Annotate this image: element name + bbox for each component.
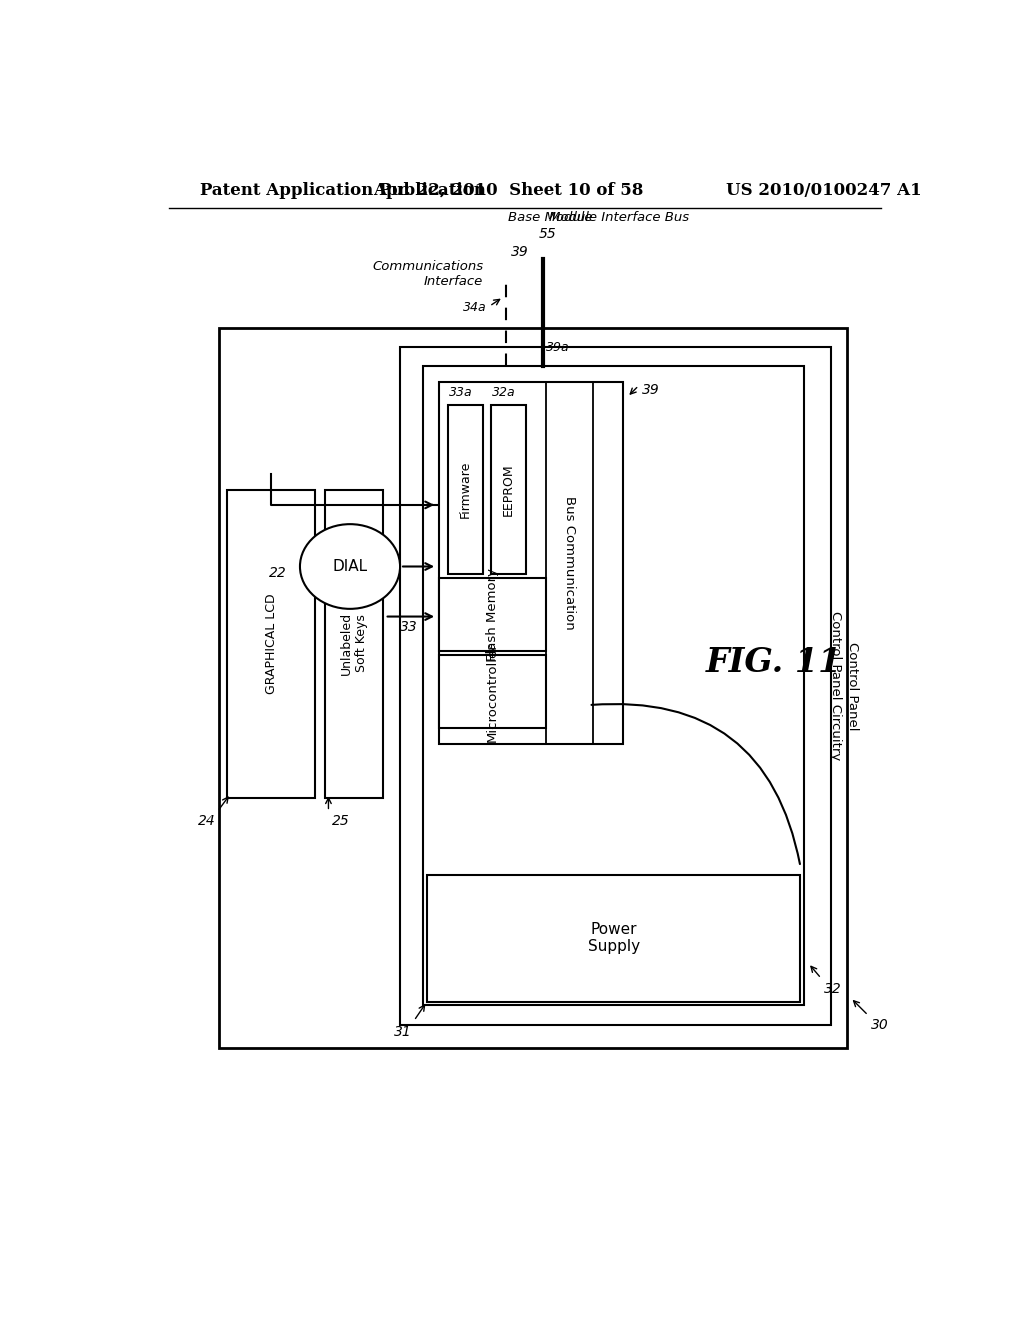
Text: DIAL: DIAL (333, 558, 368, 574)
Text: 32: 32 (824, 982, 842, 995)
Text: 31: 31 (394, 1024, 412, 1039)
Bar (325, 490, 383, 797)
Bar (438, 381, 624, 743)
Text: 22: 22 (269, 566, 287, 579)
Text: FIG. 11: FIG. 11 (706, 647, 842, 680)
Bar (447, 405, 483, 574)
Text: US 2010/0100247 A1: US 2010/0100247 A1 (726, 182, 922, 199)
Text: Firmware: Firmware (459, 461, 472, 519)
Bar (490, 405, 526, 574)
Text: 30: 30 (871, 1019, 889, 1032)
Ellipse shape (300, 524, 400, 609)
Text: GRAPHICAL LCD: GRAPHICAL LCD (264, 593, 278, 694)
Text: Patent Application Publication: Patent Application Publication (200, 182, 485, 199)
Text: Unlabeled
Soft Keys: Unlabeled Soft Keys (340, 612, 368, 675)
Text: EEPROM: EEPROM (502, 463, 515, 516)
FancyArrowPatch shape (592, 704, 800, 865)
Bar (427, 875, 801, 1002)
Text: 39a: 39a (546, 341, 569, 354)
Text: Apr. 22, 2010  Sheet 10 of 58: Apr. 22, 2010 Sheet 10 of 58 (373, 182, 643, 199)
Bar (219, 327, 847, 1048)
Text: 25: 25 (333, 814, 350, 829)
Text: 33: 33 (400, 620, 418, 635)
Text: Bus Communication: Bus Communication (563, 496, 575, 630)
Text: Control Panel Circuitry: Control Panel Circuitry (828, 611, 842, 760)
Text: Power
Supply: Power Supply (588, 921, 640, 954)
Text: 24: 24 (198, 814, 215, 829)
Text: 32a: 32a (493, 385, 516, 399)
Bar (438, 655, 547, 729)
Text: 34a: 34a (463, 301, 486, 314)
Text: Flash Memory: Flash Memory (486, 568, 499, 661)
Text: 39: 39 (511, 246, 528, 259)
Text: Control Panel: Control Panel (846, 642, 859, 730)
Text: 55: 55 (539, 227, 556, 240)
Text: 33a: 33a (450, 385, 473, 399)
Bar (400, 347, 831, 1024)
Text: Module Interface Bus: Module Interface Bus (549, 211, 689, 224)
Bar (226, 490, 315, 797)
Bar (423, 367, 804, 1006)
Text: Base Module: Base Module (508, 211, 592, 224)
Bar (438, 578, 547, 651)
Text: Microcontroller: Microcontroller (486, 642, 499, 742)
Text: Communications
Interface: Communications Interface (372, 260, 483, 288)
Text: 39: 39 (642, 383, 659, 397)
